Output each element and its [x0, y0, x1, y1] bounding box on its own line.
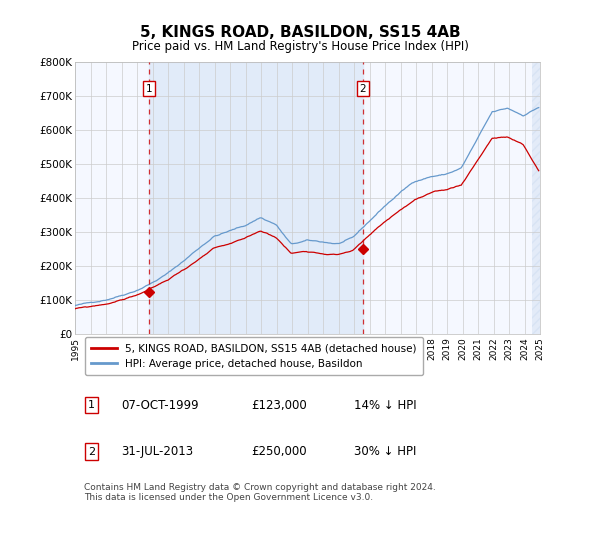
Text: 31-JUL-2013: 31-JUL-2013	[121, 445, 194, 458]
Legend: 5, KINGS ROAD, BASILDON, SS15 4AB (detached house), HPI: Average price, detached: 5, KINGS ROAD, BASILDON, SS15 4AB (detac…	[85, 337, 423, 375]
Bar	[532, 62, 540, 334]
Text: Price paid vs. HM Land Registry's House Price Index (HPI): Price paid vs. HM Land Registry's House …	[131, 40, 469, 53]
Text: 30% ↓ HPI: 30% ↓ HPI	[354, 445, 416, 458]
Text: 07-OCT-1999: 07-OCT-1999	[121, 399, 199, 412]
Text: 1: 1	[88, 400, 95, 410]
Text: 5, KINGS ROAD, BASILDON, SS15 4AB: 5, KINGS ROAD, BASILDON, SS15 4AB	[140, 25, 460, 40]
Text: Contains HM Land Registry data © Crown copyright and database right 2024.
This d: Contains HM Land Registry data © Crown c…	[84, 483, 436, 502]
Text: £123,000: £123,000	[252, 399, 307, 412]
Text: 1: 1	[146, 84, 152, 94]
Text: 14% ↓ HPI: 14% ↓ HPI	[354, 399, 416, 412]
Text: 2: 2	[88, 446, 95, 456]
Bar	[149, 62, 363, 334]
Text: 2: 2	[359, 84, 367, 94]
Text: £250,000: £250,000	[252, 445, 307, 458]
